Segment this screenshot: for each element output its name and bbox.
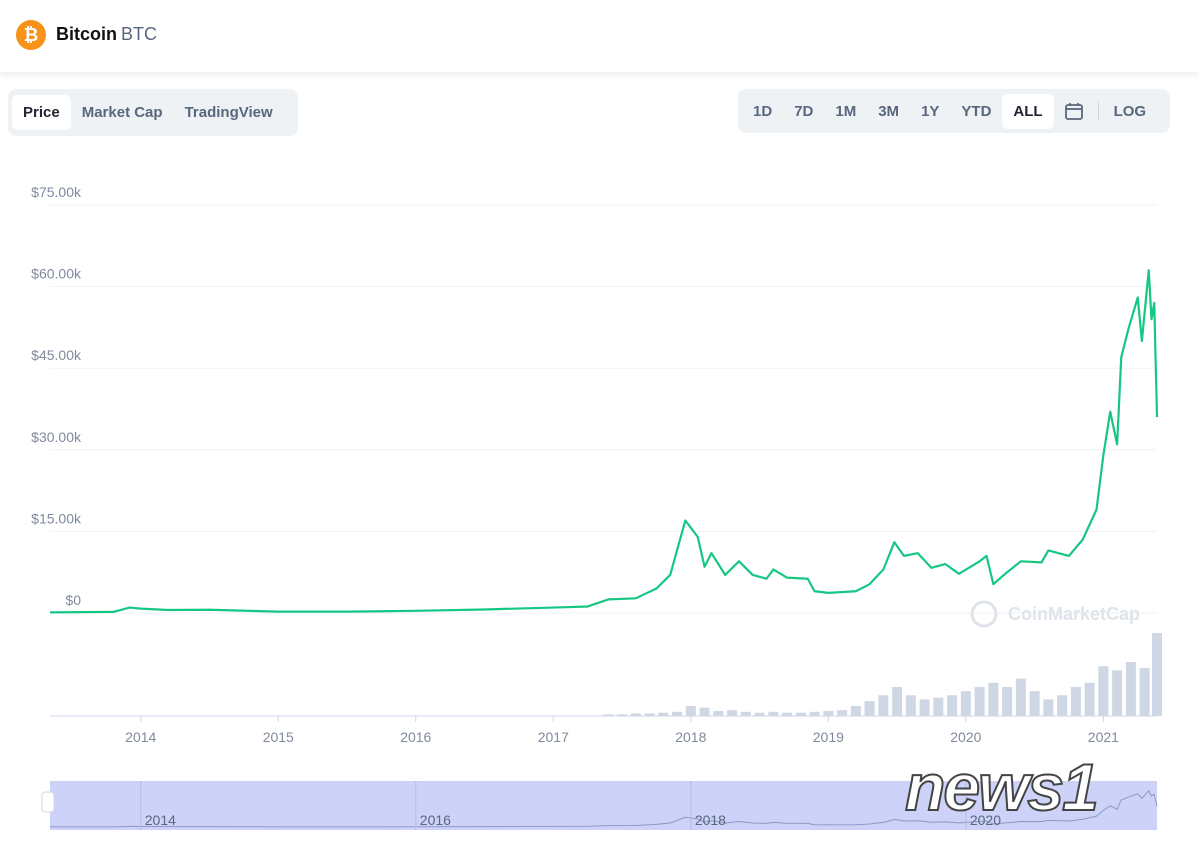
volume-bar [740, 711, 751, 716]
volume-bar [809, 711, 820, 716]
volume-bar [1015, 678, 1026, 716]
range-button[interactable]: 1D [753, 102, 773, 120]
watermark-logo [970, 600, 998, 628]
x-tick-label: 2019 [813, 729, 844, 745]
volume-bar [603, 714, 614, 716]
volume-bar [1070, 686, 1081, 716]
volume-bar [1057, 695, 1068, 716]
calendar-button[interactable] [1054, 95, 1094, 127]
volume-bar [1139, 667, 1150, 716]
volume-bar [1029, 691, 1040, 716]
volume-bar [768, 711, 779, 716]
range-button[interactable]: YTD [961, 102, 992, 120]
y-tick-label: $15.00k [31, 510, 82, 526]
volume-bar [685, 706, 696, 716]
volume-bar [850, 706, 861, 716]
x-tick-label: 2021 [1088, 729, 1119, 745]
range-button[interactable]: 1Y [921, 102, 940, 120]
volume-bar [672, 711, 683, 716]
volume-bar [864, 701, 875, 716]
y-tick-label: $75.00k [31, 184, 82, 200]
navigator-handle[interactable] [41, 791, 55, 813]
range-button[interactable]: 7D [794, 102, 814, 120]
volume-bar [1098, 666, 1109, 716]
navigator-line [49, 790, 1158, 828]
volume-bar [754, 712, 765, 716]
watermark: CoinMarketCap [1008, 604, 1140, 624]
tab-group: Price Market Cap TradingView [8, 89, 298, 136]
overlay-logo: news1 [905, 750, 1097, 824]
range-button[interactable]: 3M [878, 102, 900, 120]
volume-bar [892, 686, 903, 716]
volume-bar [1043, 699, 1054, 716]
volume-bar [919, 699, 930, 716]
volume-bar [699, 707, 710, 716]
volume-bar [905, 695, 916, 716]
x-tick-label: 2020 [950, 729, 981, 745]
coin-title: Bitcoin BTC [56, 24, 157, 45]
range-group: 1D 7D 1M 3M 1Y YTD ALL LOG [738, 89, 1170, 133]
navigator-tick-label: 2018 [695, 812, 726, 828]
volume-bar [1125, 662, 1136, 716]
volume-bar [1002, 686, 1013, 716]
volume-bar [644, 713, 655, 716]
y-tick-label: $30.00k [31, 429, 82, 445]
volume-bar [630, 713, 641, 716]
coin-icon: ₿ [16, 20, 46, 50]
volume-bar [878, 695, 889, 716]
volume-bar [727, 710, 738, 716]
separator [1097, 102, 1099, 120]
x-tick-label: 2014 [125, 729, 156, 745]
tab-button[interactable]: Price [12, 95, 71, 130]
x-tick-label: 2017 [538, 729, 569, 745]
calendar-icon [1064, 103, 1083, 120]
y-tick-label: $0 [65, 592, 81, 608]
volume-bar [713, 711, 724, 716]
volume-bar [795, 712, 806, 716]
price-line [49, 269, 1159, 614]
volume-bar [1084, 682, 1095, 716]
x-tick-label: 2015 [263, 729, 294, 745]
volume-bar [658, 712, 669, 716]
volume-bar [933, 697, 944, 716]
navigator-tick-label: 2016 [420, 812, 451, 828]
volume-bar [1152, 633, 1162, 716]
log-button[interactable]: LOG [1113, 102, 1147, 120]
volume-bar [974, 686, 985, 716]
volume-bar [988, 682, 999, 716]
tab-button[interactable]: Market Cap [81, 104, 163, 121]
coin-name: Bitcoin [56, 24, 117, 44]
volume-bar [823, 711, 834, 716]
volume-bar [782, 712, 793, 716]
navigator-tick-label: 2020 [970, 812, 1001, 828]
x-tick-label: 2016 [400, 729, 431, 745]
tab-button[interactable]: TradingView [184, 104, 273, 121]
volume-bar [837, 710, 848, 716]
volume-bar [1112, 670, 1123, 716]
coin-symbol: BTC [121, 24, 157, 44]
volume-bar [617, 714, 628, 716]
navigator-tick-label: 2014 [145, 812, 176, 828]
volume-bar [960, 691, 971, 716]
volume-bar [947, 695, 958, 716]
range-button[interactable]: 1M [835, 102, 857, 120]
header: ₿ Bitcoin BTC [0, 0, 1199, 73]
x-tick-label: 2018 [675, 729, 706, 745]
range-button[interactable]: ALL [1002, 93, 1054, 129]
y-tick-label: $60.00k [31, 266, 82, 282]
y-tick-label: $45.00k [31, 347, 82, 363]
